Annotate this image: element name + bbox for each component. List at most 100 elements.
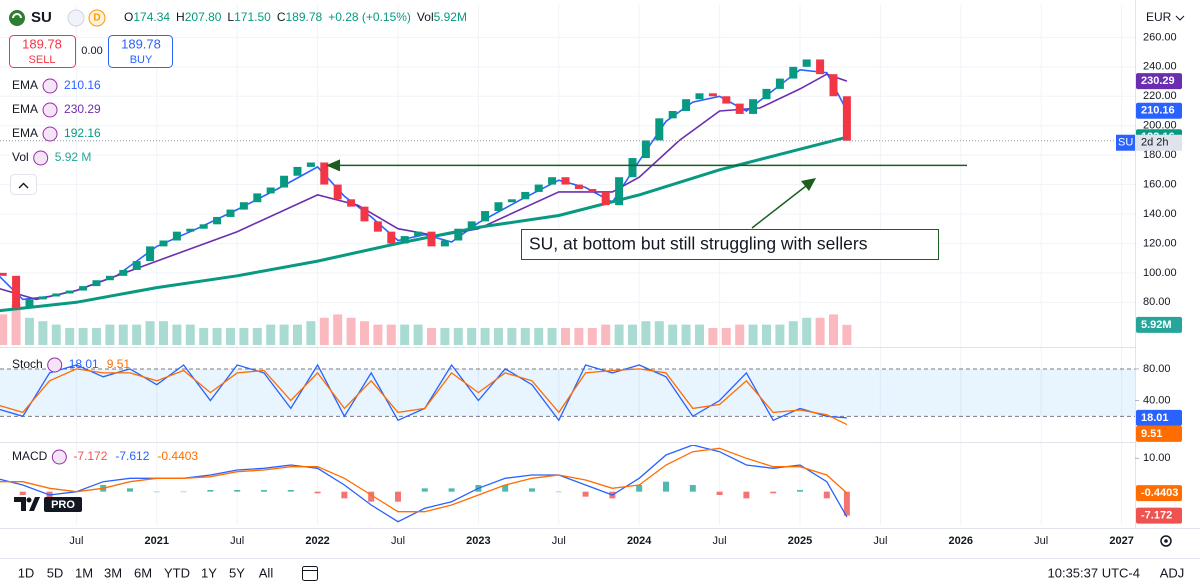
collapse-button[interactable] [10, 174, 37, 195]
histogram-bar [207, 490, 214, 492]
volume-bar [105, 324, 115, 345]
ema-price-label-bg [1136, 102, 1182, 119]
candle-body [280, 175, 289, 188]
candle-body [146, 246, 155, 262]
symbol: SU [31, 9, 52, 26]
histogram-bar [314, 491, 321, 494]
volume-bar [132, 324, 142, 345]
grid [0, 5, 1135, 525]
sell-button[interactable] [9, 35, 76, 68]
candle-body [789, 66, 798, 79]
volume-bar [681, 324, 691, 345]
volume-bar [721, 328, 731, 345]
range-button[interactable]: 1Y [201, 565, 217, 580]
candle-body [0, 272, 7, 276]
symbol-logo-mark [12, 13, 22, 19]
histogram-label: -7.172 [1141, 509, 1172, 521]
candle-body [25, 299, 34, 309]
volume-bar [373, 324, 383, 345]
range-button[interactable]: 1M [75, 565, 93, 580]
price-axis: 80.00 100.00 120.00 140.00 160.00 180.00 200.0… [1135, 31, 1182, 524]
range-button[interactable]: 3M [104, 565, 122, 580]
range-button[interactable]: 5D [47, 565, 64, 580]
volume-bar [400, 324, 410, 345]
interval-badge [88, 9, 106, 27]
histogram-bar [180, 491, 187, 493]
overlay: SU, at bottom but still struggling with … [326, 134, 1135, 260]
collapse-icon [18, 182, 29, 189]
adjust-toggle[interactable]: ADJ [1160, 565, 1185, 580]
volume-bar [815, 317, 825, 345]
candle-body [708, 93, 717, 97]
stoch-value-label: 18.01 [1141, 412, 1169, 424]
volume-bar [560, 328, 570, 345]
volume-bar [842, 324, 852, 345]
quote-value: 207.80 [185, 10, 222, 24]
range-button[interactable]: YTD [164, 565, 190, 580]
histogram-bar [555, 491, 562, 493]
volume-bar [547, 328, 557, 345]
symbol-tag: SU [1118, 137, 1133, 149]
x-tick-label: 2026 [949, 535, 973, 547]
volume-bar [493, 328, 503, 345]
countdown: 2d 2h [1141, 137, 1169, 149]
range-button[interactable]: 6M [134, 565, 152, 580]
x-tick-label: Jul [713, 535, 727, 547]
pro-label: PRO [51, 499, 75, 511]
volume-bar [735, 324, 745, 345]
range-button[interactable]: 5Y [229, 565, 245, 580]
histogram-bar [368, 491, 375, 502]
volume-bar [65, 328, 75, 345]
range-button[interactable]: 1D [18, 565, 35, 580]
legend-value: -7.612 [115, 449, 149, 463]
quote-label: C [277, 10, 286, 24]
panes [0, 59, 1135, 523]
candle-body [373, 221, 382, 232]
volume-bar [802, 317, 812, 345]
toolbar: 1D 5D 1M 3M 6M YTD 1Y 5Y All [18, 565, 274, 580]
candle-body [816, 59, 825, 75]
sell-price[interactable]: 189.78 [22, 36, 62, 51]
currency[interactable]: EUR [1146, 10, 1172, 24]
volume-bar [641, 321, 651, 345]
candle-body [172, 231, 181, 241]
currency-chevron [1175, 15, 1185, 21]
legend-value: 18.01 [69, 357, 99, 371]
histogram-bar [823, 491, 830, 499]
stoch-pane [0, 363, 1135, 426]
candle-body [749, 99, 758, 114]
settings-icon[interactable] [1160, 535, 1172, 547]
symbol-logo [9, 10, 25, 26]
date-range-icon[interactable] [302, 566, 318, 581]
x-tick-label: 2025 [788, 535, 812, 547]
x-tick-label: Jul [230, 535, 244, 547]
support-arrowhead [326, 159, 340, 172]
volume-bar [0, 314, 8, 345]
x-tick-label: 2021 [145, 535, 169, 547]
volume-bar [266, 324, 276, 345]
range-button[interactable]: All [259, 565, 274, 580]
volume-bar [426, 328, 436, 345]
candle-body [186, 228, 195, 232]
buy-button[interactable] [108, 35, 173, 68]
volume-bar [359, 321, 369, 345]
ema-price-label-bg [1136, 73, 1182, 90]
histogram-bar [394, 491, 401, 502]
candle-body [65, 290, 74, 294]
spread: 0.00 [81, 45, 102, 57]
sell-label[interactable]: SELL [29, 54, 56, 66]
tv-logo [14, 497, 40, 511]
volume-bar [306, 321, 316, 345]
buy-label[interactable]: BUY [130, 54, 153, 66]
histogram-bar [528, 488, 535, 492]
histogram-bar [287, 490, 294, 492]
legend-icon [42, 126, 58, 142]
candle-body [132, 261, 141, 270]
volume-bar [333, 314, 343, 345]
buy-price[interactable]: 189.78 [121, 36, 161, 51]
candle-body [320, 162, 329, 185]
volume-bar [668, 324, 678, 345]
y-tick-label: 80.00 [1143, 296, 1171, 308]
histogram-bar [19, 491, 26, 495]
